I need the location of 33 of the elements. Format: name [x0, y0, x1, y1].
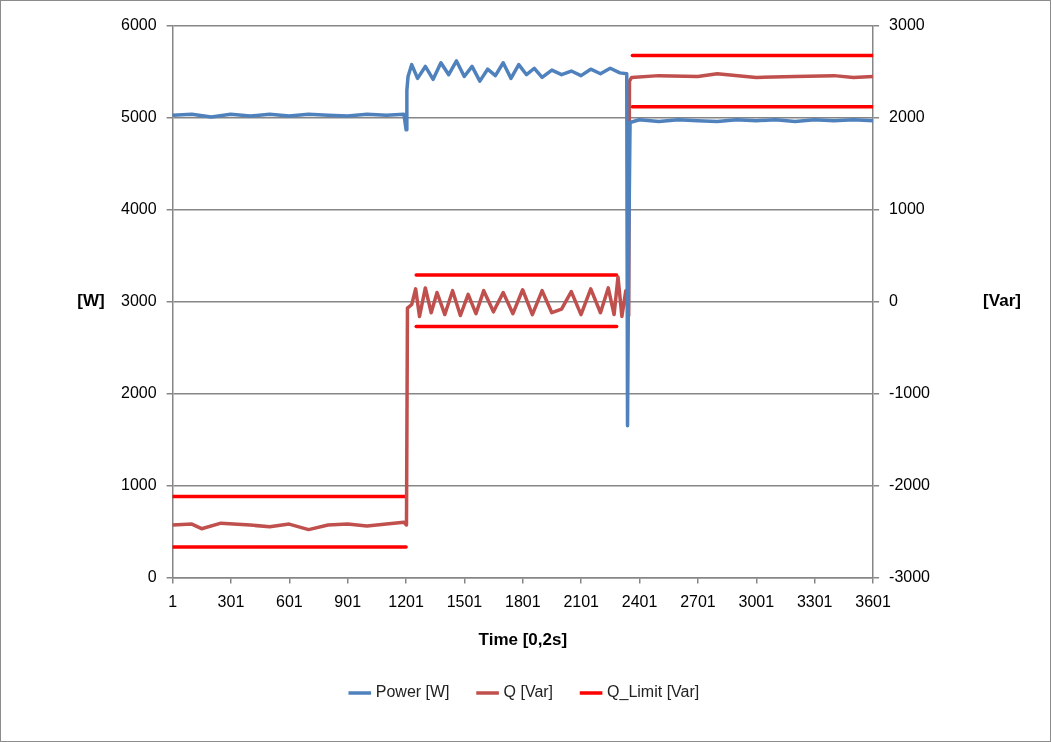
x-tick-label: 3001	[738, 593, 775, 611]
y2-tick-label: 1000	[889, 200, 925, 218]
y-axis-title: [W]	[77, 291, 105, 311]
x-tick-label: 1501	[446, 593, 483, 611]
y-tick-label: 6000	[121, 16, 157, 34]
y2-tick-label: 3000	[889, 16, 925, 34]
x-tick-label: 2101	[563, 593, 600, 611]
y-tick-label: 4000	[121, 200, 157, 218]
x-tick-label: 2401	[621, 593, 658, 611]
x-tick-label: 601	[275, 593, 303, 611]
y-tick-label: 1000	[121, 475, 157, 493]
x-tick-label: 1	[168, 593, 178, 611]
x-axis-title: Time [0,2s]	[478, 630, 568, 650]
x-tick-label: 1201	[388, 593, 424, 611]
x-tick-label: 3601	[855, 593, 891, 611]
legend-label: Power [W]	[375, 683, 450, 701]
legend-label: Q [Var]	[503, 683, 554, 701]
y-tick-label: 5000	[121, 108, 157, 126]
x-tick-label: 3301	[796, 593, 833, 611]
x-tick-label: 301	[217, 593, 245, 611]
x-tick-label: 2701	[680, 593, 716, 611]
y2-tick-label: -2000	[889, 475, 931, 493]
y-tick-label: 0	[147, 567, 157, 585]
y2-tick-label: 0	[889, 292, 899, 310]
y2-tick-label: -1000	[889, 384, 931, 402]
y2-tick-label: -3000	[889, 567, 931, 585]
y2-tick-label: 2000	[889, 108, 925, 126]
y-tick-label: 2000	[121, 384, 157, 402]
y2-axis-title: [Var]	[983, 291, 1021, 311]
x-tick-label: 901	[334, 593, 362, 611]
y-tick-label: 3000	[121, 292, 157, 310]
x-tick-label: 1801	[505, 593, 541, 611]
legend-label: Q_Limit [Var]	[607, 683, 700, 702]
